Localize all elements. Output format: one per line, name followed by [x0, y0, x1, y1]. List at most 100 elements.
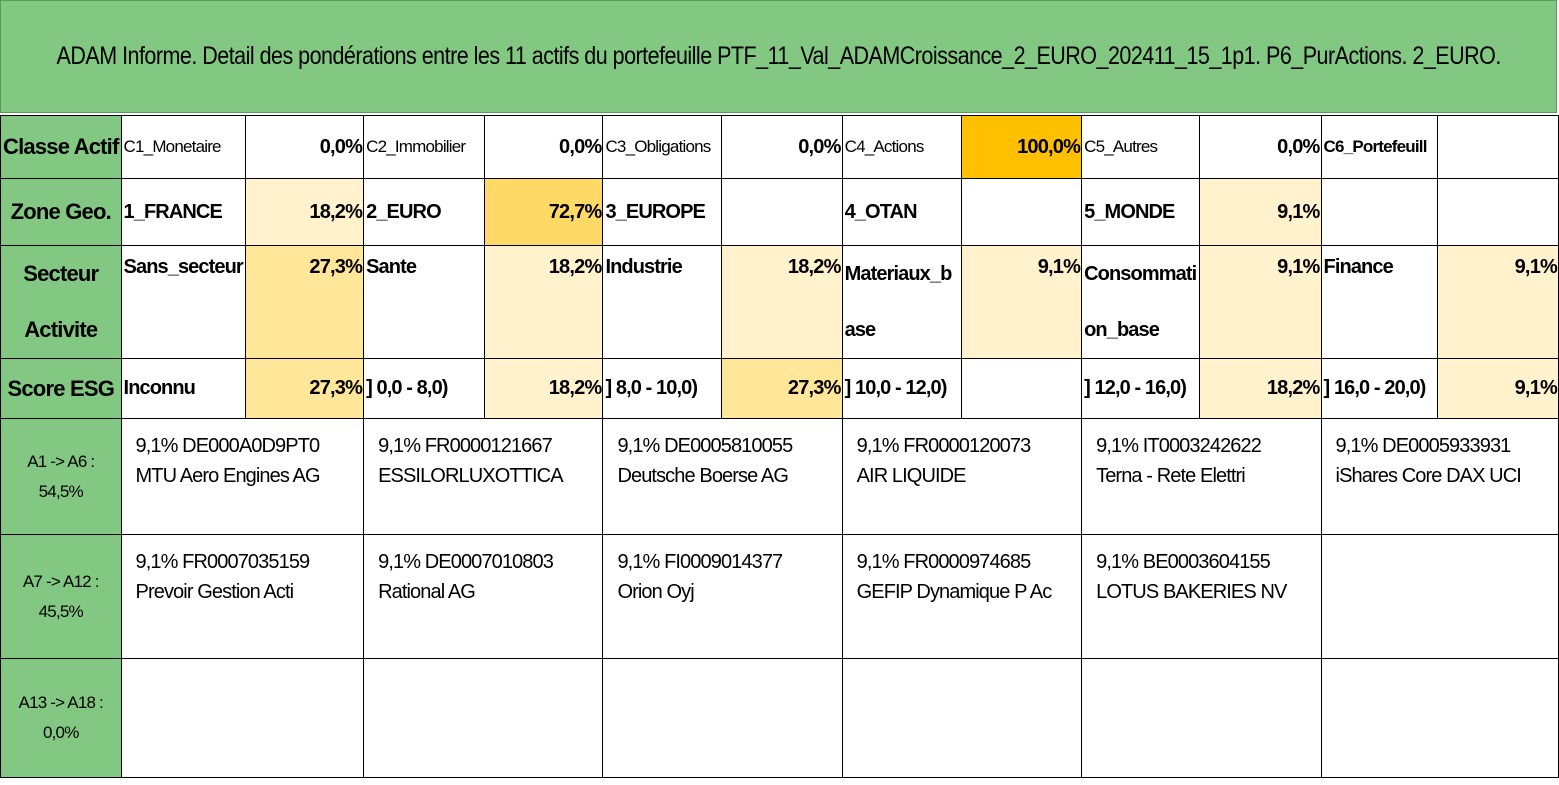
asset-weight-isin: 9,1% DE000A0D9PT0 — [135, 435, 321, 457]
secteur-value: 9,1% — [1437, 245, 1559, 359]
asset-name: iShares Core DAX UCI — [1335, 465, 1522, 487]
zone-geo-name: 4_OTAN — [841, 178, 962, 246]
asset-name: Prevoir Gestion Acti — [135, 581, 295, 603]
asset-cell — [1320, 534, 1559, 659]
score-esg-name: ] 8,0 - 10,0) — [602, 358, 723, 419]
secteur-header: Secteur Activite — [0, 245, 122, 359]
secteur-name: Consommati on_base — [1081, 245, 1201, 359]
zone-geo-value: 18,2% — [244, 178, 365, 246]
classe-actif-name: C3_Obligations — [602, 115, 723, 179]
asset-weight-isin: 9,1% DE0007010803 — [378, 551, 554, 573]
score-esg-header: Score ESG — [0, 358, 122, 419]
zone-geo-value: 9,1% — [1199, 178, 1322, 246]
zone-geo-header: Zone Geo. — [0, 178, 122, 246]
score-esg-name: ] 16,0 - 20,0) — [1320, 358, 1439, 419]
asset-cell: 9,1% FR0000120073 AIR LIQUIDE — [841, 418, 1083, 535]
zone-geo-name: 2_EURO — [363, 178, 485, 246]
asset-cell: 9,1% FR0000121667 ESSILORLUXOTTICA — [363, 418, 604, 535]
asset-name: Deutsche Boerse AG — [617, 465, 789, 487]
secteur-value: 9,1% — [960, 245, 1083, 359]
zone-geo-name: 5_MONDE — [1081, 178, 1201, 246]
score-esg-value: 27,3% — [721, 358, 843, 419]
score-esg-value: 18,2% — [483, 358, 604, 419]
asset-cell — [841, 658, 1083, 778]
asset-name: Orion Oyj — [617, 581, 694, 603]
asset-group-row: A1 -> A6 : 54,5% 9,1% DE000A0D9PT0 MTU Ae… — [0, 418, 1559, 535]
asset-name: Terna - Rete Elettri — [1096, 465, 1246, 487]
score-esg-row: Score ESG Inconnu 27,3% ] 0,0 - 8,0) 18,… — [0, 358, 1559, 419]
score-esg-name: ] 12,0 - 16,0) — [1081, 358, 1201, 419]
asset-group-row: A7 -> A12 : 45,5% 9,1% FR0007035159 Prevo… — [0, 534, 1559, 659]
report-title-banner: ADAM Informe. Detail des pondérations en… — [0, 0, 1557, 113]
classe-actif-value: 100,0% — [960, 115, 1083, 179]
classe-actif-value: 0,0% — [1199, 115, 1322, 179]
asset-group-total: 0,0% — [42, 723, 79, 742]
zone-geo-name: 1_FRANCE — [120, 178, 246, 246]
score-esg-value — [960, 358, 1083, 419]
classe-actif-name: C5_Autres — [1081, 115, 1201, 179]
asset-cell: 9,1% IT0003242622 Terna - Rete Elettri — [1081, 418, 1322, 535]
asset-group-header: A1 -> A6 : 54,5% — [0, 418, 122, 535]
asset-weight-isin: 9,1% FI0009014377 — [617, 551, 783, 573]
asset-cell: 9,1% FR0000974685 GEFIP Dynamique P Ac — [841, 534, 1083, 659]
asset-name: GEFIP Dynamique P Ac — [856, 581, 1053, 603]
classe-actif-value: 0,0% — [721, 115, 843, 179]
asset-name: MTU Aero Engines AG — [135, 465, 321, 487]
asset-cell: 9,1% FI0009014377 Orion Oyj — [602, 534, 843, 659]
asset-cell: 9,1% DE0007010803 Rational AG — [363, 534, 604, 659]
classe-actif-value: 0,0% — [244, 115, 365, 179]
zone-geo-value — [960, 178, 1083, 246]
score-esg-value: 27,3% — [244, 358, 365, 419]
zone-geo-value: 72,7% — [483, 178, 604, 246]
secteur-name: Materiaux_b ase — [841, 245, 962, 359]
secteur-value: 18,2% — [483, 245, 604, 359]
report-title: ADAM Informe. Detail des pondérations en… — [56, 42, 1501, 70]
classe-actif-row: Classe Actif C1_Monetaire 0,0% C2_Immobi… — [0, 115, 1559, 179]
classe-actif-value: 0,0% — [483, 115, 604, 179]
asset-group-total: 45,5% — [38, 601, 84, 621]
asset-group-range: A13 -> A18 : — [18, 693, 104, 712]
classe-actif-name: C6_Portefeuill — [1320, 115, 1439, 179]
secteur-row: Secteur Activite Sans_secteur 27,3% Sant… — [0, 245, 1559, 359]
asset-group-range: A7 -> A12 : — [22, 571, 100, 591]
score-esg-value: 9,1% — [1437, 358, 1559, 419]
secteur-value: 9,1% — [1199, 245, 1322, 359]
asset-cell — [363, 658, 604, 778]
zone-geo-name: 3_EUROPE — [602, 178, 723, 246]
asset-group-total: 54,5% — [38, 481, 84, 501]
score-esg-name: ] 0,0 - 8,0) — [363, 358, 485, 419]
zone-geo-name — [1320, 178, 1439, 246]
asset-name: Rational AG — [378, 581, 476, 603]
asset-weight-isin: 9,1% FR0000120073 — [856, 435, 1032, 457]
asset-name: ESSILORLUXOTTICA — [378, 465, 563, 487]
asset-cell — [1081, 658, 1322, 778]
asset-weight-isin: 9,1% FR0000121667 — [378, 435, 553, 457]
zone-geo-value — [721, 178, 843, 246]
asset-cell: 9,1% BE0003604155 LOTUS BAKERIES NV — [1081, 534, 1322, 659]
classe-actif-name: C4_Actions — [841, 115, 962, 179]
weights-table: Classe Actif C1_Monetaire 0,0% C2_Immobi… — [0, 115, 1559, 778]
secteur-header-line2: Activite — [24, 317, 98, 342]
asset-group-header: A13 -> A18 : 0,0% — [0, 658, 122, 778]
asset-cell: 9,1% FR0007035159 Prevoir Gestion Acti — [120, 534, 365, 659]
asset-weight-isin: 9,1% FR0007035159 — [135, 551, 311, 573]
score-esg-value: 18,2% — [1199, 358, 1322, 419]
asset-weight-isin: 9,1% DE0005810055 — [617, 435, 793, 457]
asset-group-row: A13 -> A18 : 0,0% — [0, 658, 1559, 778]
classe-actif-name: C1_Monetaire — [120, 115, 246, 179]
classe-actif-value — [1437, 115, 1559, 179]
secteur-name: Finance — [1320, 245, 1439, 359]
classe-actif-name: C2_Immobilier — [363, 115, 485, 179]
classe-actif-header: Classe Actif — [0, 115, 122, 179]
zone-geo-row: Zone Geo. 1_FRANCE 18,2% 2_EURO 72,7% 3_… — [0, 178, 1559, 246]
asset-name: AIR LIQUIDE — [856, 465, 967, 487]
secteur-value: 18,2% — [721, 245, 843, 359]
score-esg-name: ] 10,0 - 12,0) — [841, 358, 962, 419]
asset-cell: 9,1% DE0005933931 iShares Core DAX UCI — [1320, 418, 1559, 535]
secteur-name: Sans_secteur — [120, 245, 246, 359]
secteur-header-line1: Secteur — [23, 261, 99, 286]
secteur-name: Industrie — [602, 245, 723, 359]
asset-cell — [120, 658, 365, 778]
asset-cell — [1320, 658, 1559, 778]
asset-group-range: A1 -> A6 : — [27, 451, 95, 471]
